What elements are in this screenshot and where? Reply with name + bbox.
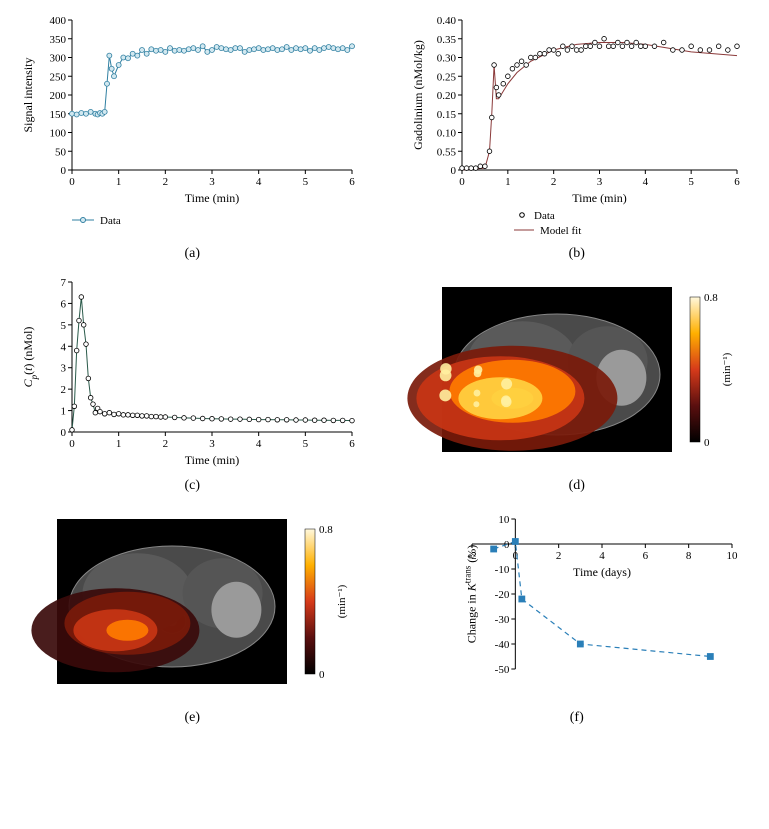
svg-text:400: 400: [50, 15, 67, 27]
svg-text:0.40: 0.40: [437, 15, 457, 27]
panel-b-label: (b): [569, 246, 585, 262]
svg-text:8: 8: [686, 550, 692, 562]
svg-text:7: 7: [61, 277, 67, 289]
svg-text:0: 0: [70, 176, 76, 188]
figure-grid: 0123456050100150200250300350400Time (min…: [10, 10, 759, 726]
svg-text:0.25: 0.25: [437, 71, 457, 83]
svg-text:0: 0: [61, 427, 67, 439]
svg-text:0: 0: [704, 437, 710, 449]
panel-a: 0 1 2 3 4 5 6 0 50 100 150 200 250 300 350 400 Time (min…: [10, 10, 375, 262]
svg-text:2: 2: [163, 176, 169, 188]
panel-f: -20246810-50-40-30-20-10010Time (days)Ch…: [395, 504, 760, 726]
svg-text:0: 0: [450, 165, 456, 177]
svg-text:0.20: 0.20: [437, 90, 457, 102]
panel-e-label: (e): [184, 710, 200, 726]
svg-text:0.30: 0.30: [437, 53, 457, 65]
svg-text:6: 6: [734, 176, 740, 188]
panel-c: 0 1 2 3 4 5 6 0 1 2 3 4 5 6 7 Time (min) Cp(t) (nMol) (c…: [10, 272, 375, 494]
svg-text:3: 3: [210, 438, 216, 450]
svg-text:Gadolinium (nMol/kg): Gadolinium (nMol/kg): [411, 40, 425, 150]
chart-f: -20246810-50-40-30-20-10010Time (days)Ch…: [402, 504, 752, 704]
svg-text:200: 200: [50, 90, 67, 102]
panel-a-label: (a): [184, 246, 200, 262]
svg-text:5: 5: [61, 320, 67, 332]
svg-text:-10: -10: [494, 564, 509, 576]
svg-text:0.35: 0.35: [437, 34, 457, 46]
svg-text:10: 10: [498, 514, 510, 526]
svg-text:5: 5: [688, 176, 694, 188]
svg-text:Data: Data: [534, 210, 555, 222]
chart-a: 0 1 2 3 4 5 6 0 50 100 150 200 250 300 350 400 Time (min…: [17, 10, 367, 240]
svg-text:4: 4: [61, 341, 67, 353]
svg-text:Time (min): Time (min): [185, 191, 240, 205]
panel-b: 0 1 2 3 4 5 6 0 0.55 0.10 0.15 0.20 0.25 0.30 0.35 0.40…: [395, 10, 760, 262]
svg-text:3: 3: [210, 176, 216, 188]
svg-text:2: 2: [556, 550, 562, 562]
svg-text:6: 6: [350, 438, 356, 450]
svg-text:100: 100: [50, 128, 67, 140]
panel-d: 0.8 0 (min⁻¹) (d): [395, 272, 760, 494]
svg-text:5: 5: [303, 438, 309, 450]
svg-text:4: 4: [256, 176, 262, 188]
svg-text:6: 6: [350, 176, 356, 188]
svg-text:0: 0: [459, 176, 465, 188]
panel-c-label: (c): [184, 478, 200, 494]
svg-text:-40: -40: [494, 639, 509, 651]
svg-text:Data: Data: [100, 215, 121, 227]
svg-text:3: 3: [597, 176, 603, 188]
svg-text:1: 1: [116, 438, 122, 450]
chart-b: 0 1 2 3 4 5 6 0 0.55 0.10 0.15 0.20 0.25 0.30 0.35 0.40…: [402, 10, 752, 240]
svg-text:6: 6: [642, 550, 648, 562]
svg-text:0.10: 0.10: [437, 128, 457, 140]
svg-text:250: 250: [50, 71, 67, 83]
svg-text:0.8: 0.8: [319, 524, 333, 536]
svg-text:Time (min): Time (min): [185, 453, 240, 467]
svg-text:Signal intensity: Signal intensity: [21, 58, 35, 133]
svg-text:-30: -30: [494, 614, 509, 626]
svg-text:1: 1: [116, 176, 122, 188]
svg-text:4: 4: [256, 438, 262, 450]
svg-text:300: 300: [50, 53, 67, 65]
svg-text:0: 0: [61, 165, 67, 177]
svg-text:2: 2: [61, 384, 67, 396]
chart-c: 0 1 2 3 4 5 6 0 1 2 3 4 5 6 7 Time (min) Cp(t) (nMol): [17, 272, 367, 472]
svg-text:Time (days): Time (days): [573, 565, 631, 579]
svg-text:(min⁻¹): (min⁻¹): [721, 352, 733, 386]
svg-text:6: 6: [61, 298, 67, 310]
svg-text:4: 4: [599, 550, 605, 562]
svg-text:350: 350: [50, 34, 67, 46]
svg-text:-20: -20: [494, 589, 509, 601]
svg-text:150: 150: [50, 109, 67, 121]
svg-text:0.8: 0.8: [704, 292, 718, 304]
svg-text:0.15: 0.15: [437, 109, 457, 121]
svg-text:0.55: 0.55: [437, 146, 457, 158]
svg-text:4: 4: [642, 176, 648, 188]
svg-text:0: 0: [319, 669, 325, 681]
svg-text:5: 5: [303, 176, 309, 188]
svg-text:(min⁻¹): (min⁻¹): [336, 584, 348, 618]
svg-text:50: 50: [55, 146, 67, 158]
svg-text:3: 3: [61, 363, 67, 375]
svg-text:0: 0: [70, 438, 76, 450]
svg-text:1: 1: [505, 176, 511, 188]
svg-text:2: 2: [551, 176, 557, 188]
svg-text:10: 10: [726, 550, 738, 562]
svg-text:Cp(t) (nMol): Cp(t) (nMol): [21, 327, 39, 388]
svg-text:Model fit: Model fit: [540, 225, 581, 237]
svg-text:Time (min): Time (min): [572, 191, 627, 205]
svg-text:1: 1: [61, 406, 67, 418]
svg-text:0: 0: [512, 550, 518, 562]
svg-text:-50: -50: [494, 664, 509, 676]
svg-text:2: 2: [163, 438, 169, 450]
mri-e: 0.8 0 (min⁻¹): [17, 504, 367, 704]
panel-f-label: (f): [570, 710, 584, 726]
panel-d-label: (d): [569, 478, 585, 494]
mri-d: 0.8 0 (min⁻¹): [402, 272, 752, 472]
svg-text:Change in Ktrans (%): Change in Ktrans (%): [462, 545, 478, 644]
panel-e: 0.8 0 (min⁻¹) (e): [10, 504, 375, 726]
